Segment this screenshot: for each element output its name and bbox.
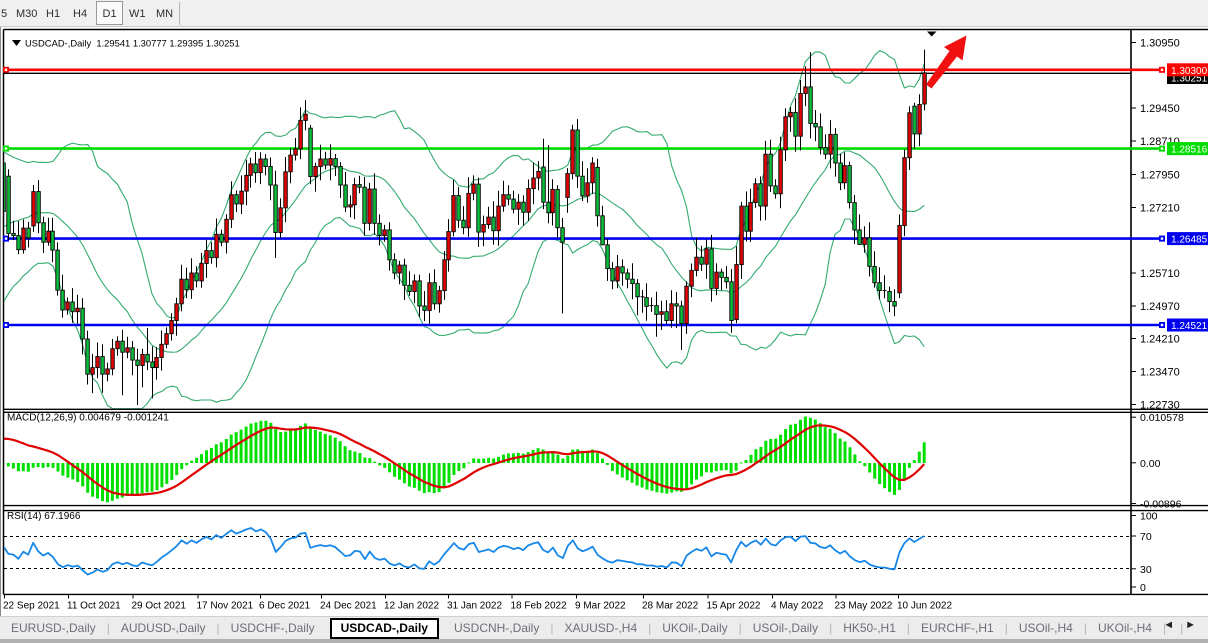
svg-text:1.27210: 1.27210	[1140, 203, 1180, 215]
svg-text:MACD(12,26,9) 0.004679 -0.0012: MACD(12,26,9) 0.004679 -0.001241	[7, 413, 169, 424]
svg-text:W1: W1	[129, 8, 146, 20]
svg-text:1.28516: 1.28516	[1171, 145, 1208, 156]
svg-text:4 May 2022: 4 May 2022	[771, 601, 824, 612]
svg-text:1.25710: 1.25710	[1140, 268, 1180, 280]
svg-text:9 Mar 2022: 9 Mar 2022	[575, 601, 626, 612]
svg-text:24 Dec 2021: 24 Dec 2021	[320, 601, 377, 612]
svg-text:1.30251: 1.30251	[1171, 74, 1208, 85]
svg-text:1.26485: 1.26485	[1171, 235, 1208, 246]
svg-text:18 Feb 2022: 18 Feb 2022	[511, 601, 568, 612]
svg-text:USDCAD-,Daily 1.29541 1.30777: USDCAD-,Daily 1.29541 1.30777 1.29395 1.…	[25, 38, 240, 49]
svg-text:MN: MN	[156, 8, 173, 20]
svg-text:31 Jan 2022: 31 Jan 2022	[447, 601, 502, 612]
svg-text:23 May 2022: 23 May 2022	[835, 601, 893, 612]
svg-text:0.00: 0.00	[1140, 458, 1161, 470]
svg-text:1.29450: 1.29450	[1140, 103, 1180, 115]
svg-text:RSI(14) 67.1966: RSI(14) 67.1966	[7, 511, 81, 522]
svg-text:11 Oct 2021: 11 Oct 2021	[67, 601, 121, 612]
svg-text:1.24970: 1.24970	[1140, 301, 1180, 313]
svg-text:1.24210: 1.24210	[1140, 334, 1180, 346]
svg-text:15 Apr 2022: 15 Apr 2022	[707, 601, 761, 612]
svg-text:28 Mar 2022: 28 Mar 2022	[642, 601, 699, 612]
svg-text:0: 0	[1140, 582, 1146, 594]
svg-text:H4: H4	[73, 8, 87, 20]
svg-text:1.30300: 1.30300	[1171, 66, 1208, 77]
svg-text:17 Nov 2021: 17 Nov 2021	[197, 601, 254, 612]
svg-text:H1: H1	[46, 8, 60, 20]
svg-text:-0.00896: -0.00896	[1140, 499, 1182, 511]
svg-text:22 Sep 2021: 22 Sep 2021	[3, 601, 60, 612]
svg-text:M30: M30	[16, 8, 37, 20]
svg-text:100: 100	[1140, 511, 1158, 523]
svg-text:29 Oct 2021: 29 Oct 2021	[132, 601, 187, 612]
svg-text:70: 70	[1140, 531, 1152, 543]
svg-text:1.22730: 1.22730	[1140, 400, 1180, 412]
svg-text:1.23470: 1.23470	[1140, 367, 1180, 379]
svg-text:D1: D1	[103, 8, 117, 20]
svg-text:6 Dec 2021: 6 Dec 2021	[259, 601, 311, 612]
svg-text:10 Jun 2022: 10 Jun 2022	[897, 601, 952, 612]
svg-text:0.010578: 0.010578	[1140, 412, 1184, 424]
svg-text:30: 30	[1140, 564, 1152, 576]
svg-text:1.27950: 1.27950	[1140, 170, 1180, 182]
svg-text:1.24521: 1.24521	[1171, 321, 1208, 332]
svg-text:1.30950: 1.30950	[1140, 38, 1180, 50]
svg-text:5: 5	[1, 8, 7, 20]
svg-text:12 Jan 2022: 12 Jan 2022	[384, 601, 439, 612]
